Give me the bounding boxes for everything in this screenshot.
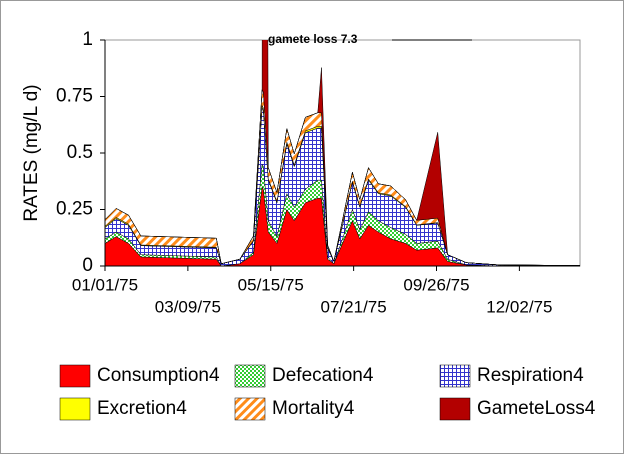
x-tick-label: 03/09/75 [155,297,221,316]
y-axis-label: RATES (mg/L d) [21,84,42,221]
y-tick-label: 0.75 [56,86,93,107]
y-tick-label: 1 [82,29,93,50]
x-tick-label: 05/15/75 [238,275,304,294]
x-tick-label: 09/26/75 [403,275,469,294]
legend-swatch [59,364,91,388]
legend-swatch [234,397,266,421]
y-tick-label: 0.5 [67,142,93,163]
x-tick-label: 07/21/75 [321,297,387,316]
legend-label: Mortality4 [272,398,355,419]
legend-swatch [59,397,91,421]
legend-swatch [234,364,266,388]
y-tick-label: 0 [82,255,93,276]
legend-swatch [439,364,471,388]
legend-label: Consumption4 [97,365,220,386]
area [105,40,580,266]
areas [105,40,580,266]
legend-label: Respiration4 [477,365,584,386]
legend-label: Excretion4 [97,398,187,419]
y-tick-label: 0.25 [56,199,93,220]
legend-swatch [439,397,471,421]
legend-label: GameteLoss4 [477,398,596,419]
x-tick-label: 01/01/75 [72,275,138,294]
x-tick-label: 12/02/75 [486,297,552,316]
legend-label: Defecation4 [272,365,374,386]
annotation: gamete loss 7.3 [268,32,358,46]
